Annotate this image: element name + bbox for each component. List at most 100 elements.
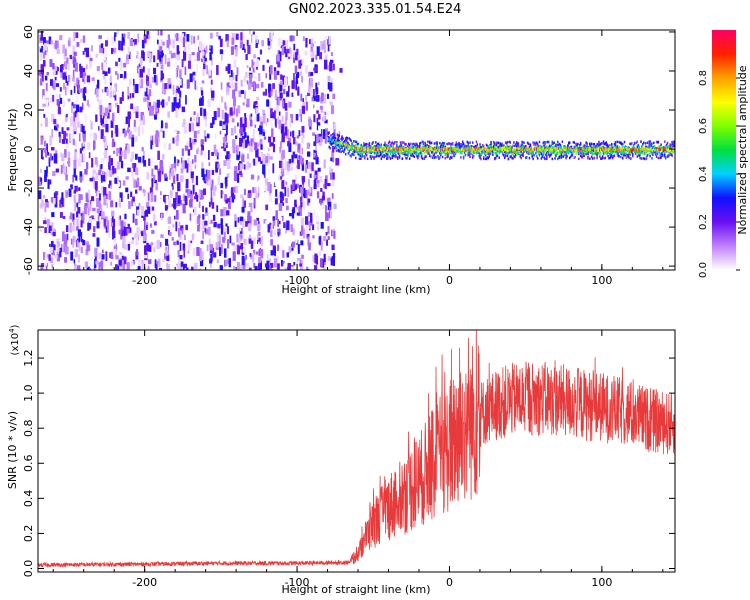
spectrogram-cell — [122, 75, 125, 81]
spectrogram-cell — [188, 44, 190, 54]
spectrogram-cell — [193, 206, 197, 215]
spectrogram-cell — [391, 156, 394, 159]
spectrogram-cell — [55, 40, 59, 49]
spectrogram-cell — [255, 43, 258, 48]
spectrogram-cell — [49, 59, 53, 67]
spectrogram-cell — [309, 185, 312, 193]
spectrogram-cell — [360, 147, 362, 150]
spectrogram-cell — [344, 153, 347, 156]
spectrogram-cell — [416, 147, 419, 150]
spectrogram-cell — [228, 45, 232, 51]
spectrogram-cell — [191, 159, 194, 164]
spectrogram-cell — [185, 95, 187, 105]
spectrogram-cell — [133, 119, 136, 127]
spectrogram-cell — [608, 149, 611, 152]
spectrogram-cell — [565, 156, 567, 160]
spectrogram-cell — [77, 265, 81, 270]
spectrogram-cell — [80, 220, 83, 228]
spectrogram-cell — [368, 142, 371, 145]
spectrogram-cell — [546, 145, 548, 149]
spectrogram-cell — [274, 110, 276, 120]
spectrogram-cell — [267, 253, 270, 261]
spectrogram-cell — [179, 241, 182, 251]
spectrogram-cell — [433, 156, 436, 159]
spectrogram-cell — [597, 151, 599, 155]
spectrogram-cell — [322, 129, 326, 139]
spectrogram-cell — [429, 141, 432, 145]
spectrogram-cell — [331, 139, 334, 143]
spectrogram-cell — [527, 152, 530, 156]
spectrogram-cell — [430, 151, 433, 154]
spectrogram-cell — [423, 157, 426, 160]
spectrogram-cell — [616, 152, 618, 156]
spectrogram-cell — [113, 47, 117, 54]
spectrogram-cell — [487, 150, 490, 154]
spectrogram-cell — [589, 150, 592, 154]
spectrogram-cell — [504, 156, 506, 160]
spectrogram-cell — [142, 232, 146, 242]
spectrogram-cell — [665, 145, 668, 148]
spectrogram-cell — [148, 89, 152, 97]
spectrogram-cell — [265, 220, 268, 229]
spectrogram-cell — [205, 169, 208, 177]
spectrogram-cell — [188, 123, 192, 132]
spectrogram-cell — [309, 89, 314, 96]
spectrogram-cell — [284, 262, 288, 267]
spectrogram-cell — [487, 156, 490, 160]
spectrogram-cell — [160, 101, 164, 106]
spectrogram-cell — [54, 255, 58, 259]
spectrogram-cell — [582, 145, 585, 148]
spectrogram-cell — [579, 141, 582, 145]
spectrogram-cell — [420, 152, 423, 156]
spectrogram-cell — [333, 129, 336, 136]
spectrogram-cell — [170, 190, 173, 198]
spectrogram-cell — [325, 205, 327, 214]
spectrogram-cell — [174, 34, 177, 38]
spectrogram-cell — [201, 168, 205, 178]
spectrogram-cell — [53, 255, 57, 262]
spectrogram-cell — [301, 162, 305, 171]
spectrogram-cell — [446, 152, 448, 156]
spectrogram-cell — [516, 146, 519, 150]
spectrogram-cell — [276, 53, 280, 61]
spectrogram-cell — [394, 140, 396, 144]
spectrogram-cell — [559, 146, 562, 149]
spectrogram-cell — [495, 143, 498, 147]
spectrogram-cell — [535, 143, 537, 146]
spectrogram-cell — [79, 68, 84, 78]
spectrogram-cell — [375, 151, 377, 155]
spectrogram-cell — [376, 154, 378, 157]
spectrogram-cell — [306, 225, 310, 233]
spectrogram-cell — [90, 121, 93, 130]
spectrogram-cell — [241, 43, 245, 50]
spectrogram-cell — [323, 43, 326, 54]
spectrogram-cell — [392, 154, 394, 157]
spectrogram-cell — [618, 140, 620, 144]
spectrogram-cell — [565, 147, 568, 151]
spectrogram-cell — [201, 162, 204, 169]
spectrogram-cell — [512, 157, 514, 160]
spectrogram-cell — [411, 145, 414, 148]
spectrogram-cell — [591, 152, 594, 156]
spectrogram-cell — [230, 169, 233, 178]
spectrogram-cell — [400, 151, 403, 154]
spectrogram-cell — [332, 136, 334, 139]
spectrogram-cell — [664, 156, 667, 159]
spectrogram-cell — [43, 59, 46, 67]
spectrogram-cell — [302, 187, 306, 197]
spectrogram-cell — [503, 154, 505, 157]
spectrogram-cell — [330, 241, 333, 251]
spectrogram-cell — [222, 137, 226, 143]
spectrogram-cell — [306, 233, 310, 239]
spectrogram-cell — [611, 148, 614, 152]
spectrogram-cell — [225, 223, 228, 227]
spectrogram-cell — [633, 150, 636, 153]
spectrogram-cell — [473, 145, 476, 149]
spectrogram-cell — [420, 154, 423, 157]
spectrogram-cell — [628, 147, 631, 150]
spectrogram-cell — [189, 137, 192, 148]
spectrogram-cell — [613, 154, 616, 157]
spectrogram-cell — [202, 174, 206, 181]
spectrogram-cell — [59, 87, 62, 92]
spectrogram-cell — [236, 132, 241, 137]
